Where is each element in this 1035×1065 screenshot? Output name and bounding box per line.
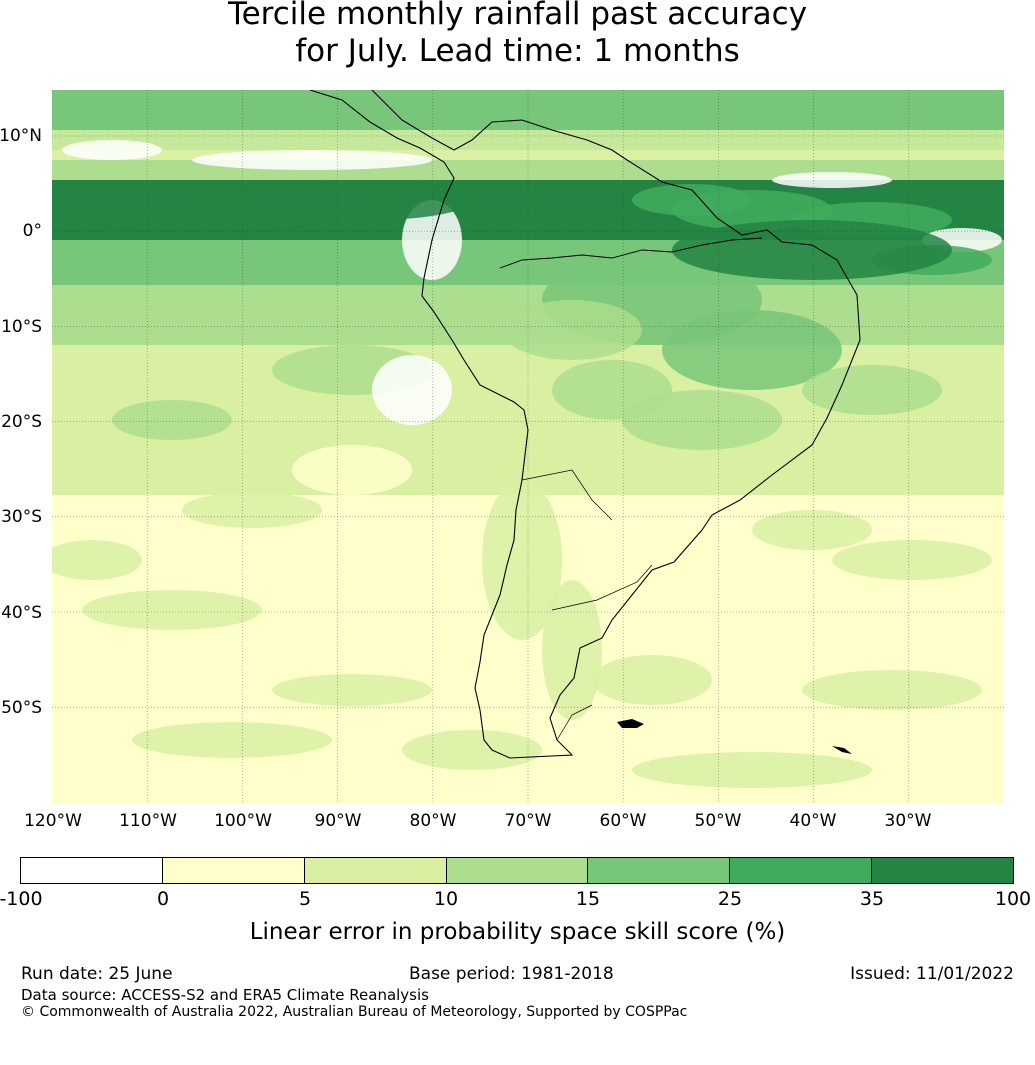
colorbar-segment-5 xyxy=(588,858,731,883)
lon-label-30w: 30°W xyxy=(884,811,932,831)
colorbar-tick-15: 15 xyxy=(575,888,601,910)
colorbar-segment-2 xyxy=(162,858,305,883)
colorbar-tick-minus-100: -100 xyxy=(0,888,43,910)
colorbar-tick-5: 5 xyxy=(298,888,312,910)
lon-label-100w: 100°W xyxy=(214,811,272,831)
colorbar-tick-25: 25 xyxy=(717,888,743,910)
issued-date: Issued: 11/01/2022 xyxy=(850,964,1014,984)
lon-label-120w: 120°W xyxy=(24,811,82,831)
lat-label-10s: 10°S xyxy=(1,317,42,337)
colorbar-segment-6 xyxy=(730,858,873,883)
skill-score-map xyxy=(52,90,1004,803)
colorbar-segment-3 xyxy=(304,858,447,883)
lat-label-10n: 10°N xyxy=(0,126,42,146)
colorbar-segment-4 xyxy=(446,858,589,883)
lat-label-20s: 20°S xyxy=(1,412,42,432)
copyright: © Commonwealth of Australia 2022, Austra… xyxy=(21,1004,688,1020)
lon-label-60w: 60°W xyxy=(599,811,647,831)
lat-label-0: 0° xyxy=(22,221,42,241)
colorbar-tick-0: 0 xyxy=(156,888,170,910)
data-source: Data source: ACCESS-S2 and ERA5 Climate … xyxy=(21,986,429,1004)
lon-label-80w: 80°W xyxy=(409,811,457,831)
lat-label-50s: 50°S xyxy=(1,698,42,718)
colorbar-tick-100: 100 xyxy=(994,888,1032,910)
lon-label-90w: 90°W xyxy=(314,811,362,831)
map-gridlines xyxy=(52,90,1004,803)
base-period: Base period: 1981-2018 xyxy=(409,964,614,984)
south-georgia xyxy=(832,746,852,754)
run-date: Run date: 25 June xyxy=(21,964,173,984)
colorbar-segment-7 xyxy=(872,858,1014,883)
colorbar-segment-1 xyxy=(21,858,163,883)
colorbar-tick-10: 10 xyxy=(433,888,459,910)
amazon-river xyxy=(499,237,763,269)
chart-title-line-1: Tercile monthly rainfall past accuracy xyxy=(227,0,808,32)
lon-label-50w: 50°W xyxy=(694,811,742,831)
falkland-islands xyxy=(617,719,644,728)
colorbar xyxy=(20,857,1014,884)
colorbar-label: Linear error in probability space skill … xyxy=(249,919,786,945)
country-borders xyxy=(521,469,653,741)
lon-label-70w: 70°W xyxy=(504,811,552,831)
lat-label-30s: 30°S xyxy=(1,507,42,527)
south-america-coastline xyxy=(309,90,861,759)
lat-label-40s: 40°S xyxy=(1,603,42,623)
lon-label-40w: 40°W xyxy=(789,811,837,831)
chart-title-line-2: for July. Lead time: 1 months xyxy=(295,33,740,69)
map-canvas xyxy=(52,90,1004,803)
colorbar-tick-35: 35 xyxy=(859,888,885,910)
lon-label-110w: 110°W xyxy=(119,811,177,831)
